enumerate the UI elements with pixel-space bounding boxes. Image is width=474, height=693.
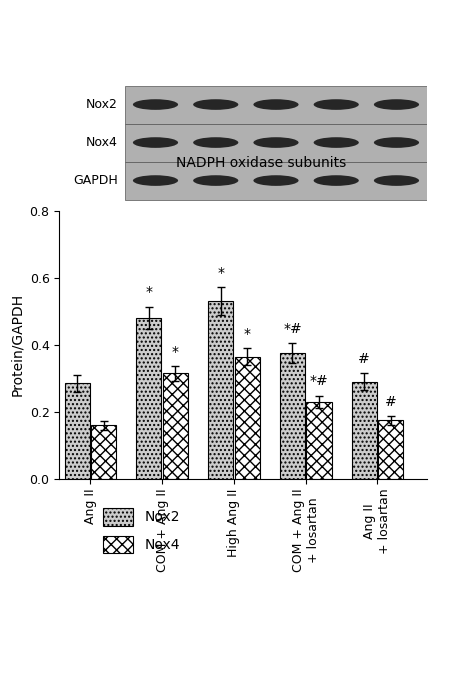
- Text: GAPDH: GAPDH: [73, 174, 118, 187]
- Bar: [306, 402, 331, 479]
- Bar: [280, 353, 305, 479]
- Ellipse shape: [133, 137, 178, 148]
- Bar: [208, 301, 233, 479]
- Ellipse shape: [314, 175, 359, 186]
- FancyBboxPatch shape: [125, 123, 427, 161]
- Bar: [235, 357, 260, 479]
- Text: #: #: [385, 394, 397, 409]
- Text: NADPH oxidase subunits: NADPH oxidase subunits: [175, 156, 346, 170]
- Text: *: *: [244, 327, 251, 341]
- Text: *: *: [146, 286, 153, 299]
- Bar: [378, 421, 403, 479]
- Ellipse shape: [254, 175, 299, 186]
- Text: #: #: [358, 352, 370, 366]
- Ellipse shape: [314, 137, 359, 148]
- Text: *: *: [217, 265, 224, 280]
- Bar: [91, 426, 116, 479]
- Text: Nox2: Nox2: [86, 98, 118, 111]
- Ellipse shape: [374, 99, 419, 110]
- FancyBboxPatch shape: [125, 161, 427, 200]
- Bar: [163, 374, 188, 479]
- Text: Nox4: Nox4: [86, 136, 118, 149]
- FancyBboxPatch shape: [125, 85, 427, 123]
- Y-axis label: Protein/GAPDH: Protein/GAPDH: [10, 293, 24, 396]
- Ellipse shape: [133, 99, 178, 110]
- Legend: Nox2, Nox4: Nox2, Nox4: [96, 501, 187, 561]
- Text: *#: *#: [310, 374, 328, 389]
- Bar: [352, 382, 377, 479]
- Ellipse shape: [193, 137, 238, 148]
- Ellipse shape: [314, 99, 359, 110]
- Ellipse shape: [254, 137, 299, 148]
- Ellipse shape: [374, 175, 419, 186]
- Ellipse shape: [254, 99, 299, 110]
- Ellipse shape: [133, 175, 178, 186]
- Bar: [137, 318, 162, 479]
- Ellipse shape: [374, 137, 419, 148]
- Text: *: *: [172, 344, 179, 358]
- Text: *#: *#: [283, 322, 302, 335]
- Ellipse shape: [193, 99, 238, 110]
- Bar: [64, 383, 90, 479]
- Ellipse shape: [193, 175, 238, 186]
